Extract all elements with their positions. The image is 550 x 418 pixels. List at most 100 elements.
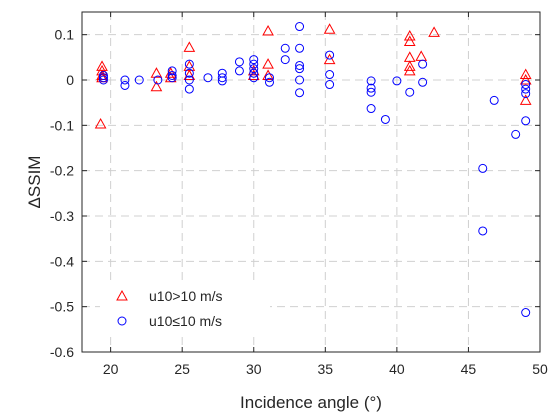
circle-point bbox=[511, 129, 521, 139]
triangle-point bbox=[403, 51, 416, 62]
y-tick-label: -0.6 bbox=[50, 344, 74, 360]
legend-box bbox=[100, 282, 270, 332]
circle-point bbox=[120, 75, 130, 85]
y-tick-label: -0.3 bbox=[50, 208, 74, 224]
legend-label: u10≤10 m/s bbox=[149, 313, 222, 329]
y-tick-label: -0.5 bbox=[50, 299, 74, 315]
circle-point bbox=[295, 88, 305, 98]
triangle-point bbox=[403, 35, 416, 46]
circle-point bbox=[295, 43, 305, 53]
circle-point bbox=[167, 70, 177, 80]
circle-point bbox=[249, 55, 259, 65]
circle-point bbox=[521, 80, 531, 90]
series-circle bbox=[98, 22, 531, 318]
triangle-point bbox=[183, 41, 196, 52]
triangle-point bbox=[519, 94, 532, 105]
circle-point bbox=[521, 116, 531, 126]
circle-point bbox=[325, 80, 335, 90]
circle-point bbox=[366, 76, 376, 86]
triangle-point bbox=[403, 60, 416, 71]
circle-point bbox=[478, 163, 488, 173]
circle-point bbox=[521, 308, 531, 318]
circle-point bbox=[234, 57, 244, 67]
circle-point bbox=[217, 68, 227, 78]
circle-point bbox=[249, 73, 259, 83]
x-tick-label: 45 bbox=[461, 361, 477, 377]
legend-marker-triangle bbox=[116, 289, 128, 301]
circle-point bbox=[153, 75, 163, 85]
circle-point bbox=[418, 59, 428, 69]
circle-point bbox=[234, 66, 244, 76]
triangle-point bbox=[519, 73, 532, 85]
x-tick-label: 35 bbox=[318, 361, 334, 377]
tick-labels: 20 25 30 35 40 45 50 0.1 0 -0.1 -0.2 -0.3 -0.4 -0.5 -0… bbox=[50, 27, 548, 377]
y-tick-label: -0.1 bbox=[50, 117, 74, 133]
circle-point bbox=[98, 75, 108, 85]
circle-point bbox=[217, 73, 227, 83]
circle-point bbox=[184, 68, 194, 78]
x-tick-label: 30 bbox=[246, 361, 262, 377]
triangle-point bbox=[519, 68, 532, 80]
circle-point bbox=[325, 70, 335, 80]
circle-point bbox=[120, 80, 130, 90]
x-axis-title: Incidence angle (°) bbox=[240, 393, 382, 412]
circle-point bbox=[167, 66, 177, 76]
triangle-point bbox=[96, 64, 108, 76]
y-tick-label: 0 bbox=[66, 72, 74, 88]
circle-point bbox=[380, 114, 390, 124]
x-tick-label: 50 bbox=[532, 361, 548, 377]
y-tick-label: -0.4 bbox=[50, 253, 74, 269]
circle-point bbox=[325, 50, 335, 60]
circle-point bbox=[478, 226, 488, 236]
triangle-point bbox=[262, 58, 274, 69]
y-tick-label: 0.1 bbox=[55, 27, 75, 43]
triangle-point bbox=[323, 23, 336, 34]
circle-point bbox=[249, 68, 259, 78]
triangle-point bbox=[403, 64, 416, 76]
axes-box bbox=[81, 11, 541, 353]
ticks bbox=[82, 12, 541, 353]
x-tick-label: 40 bbox=[389, 361, 405, 377]
triangle-point bbox=[94, 117, 107, 129]
circle-point bbox=[405, 87, 415, 97]
triangle-point bbox=[323, 53, 336, 65]
circle-point bbox=[184, 75, 194, 85]
legend-label: u10>10 m/s bbox=[149, 288, 223, 304]
circle-point bbox=[280, 55, 290, 65]
triangle-point bbox=[415, 50, 428, 61]
circle-point bbox=[184, 84, 194, 94]
legend-marker-circle bbox=[117, 316, 127, 326]
circle-point bbox=[203, 73, 213, 83]
circle-point bbox=[521, 84, 531, 94]
circle-point bbox=[366, 104, 376, 114]
circle-point bbox=[249, 64, 259, 74]
circle-point bbox=[418, 77, 428, 87]
circle-point bbox=[521, 89, 531, 99]
circle-point bbox=[184, 59, 194, 69]
circle-point bbox=[98, 70, 108, 80]
triangle-point bbox=[150, 80, 163, 92]
y-axis-title: ΔSSIM bbox=[25, 156, 44, 209]
triangle-point bbox=[428, 26, 440, 37]
circle-point bbox=[392, 76, 402, 86]
triangle-point bbox=[262, 25, 274, 36]
circle-point bbox=[264, 73, 274, 83]
circle-point bbox=[280, 43, 290, 53]
circle-point bbox=[98, 73, 108, 83]
circle-point bbox=[366, 83, 376, 93]
y-tick-label: -0.2 bbox=[50, 163, 74, 179]
data-points bbox=[94, 22, 532, 318]
circle-point bbox=[489, 95, 499, 105]
circle-point bbox=[295, 75, 305, 85]
circle-point bbox=[295, 64, 305, 74]
triangle-point bbox=[262, 69, 274, 80]
circle-point bbox=[295, 60, 305, 70]
circle-point bbox=[366, 87, 376, 97]
x-tick-label: 25 bbox=[174, 361, 190, 377]
circle-point bbox=[134, 75, 144, 85]
circle-point bbox=[264, 77, 274, 87]
series-triangle bbox=[94, 23, 532, 129]
legend: u10>10 m/s u10≤10 m/s bbox=[100, 282, 270, 332]
circle-point bbox=[249, 59, 259, 69]
